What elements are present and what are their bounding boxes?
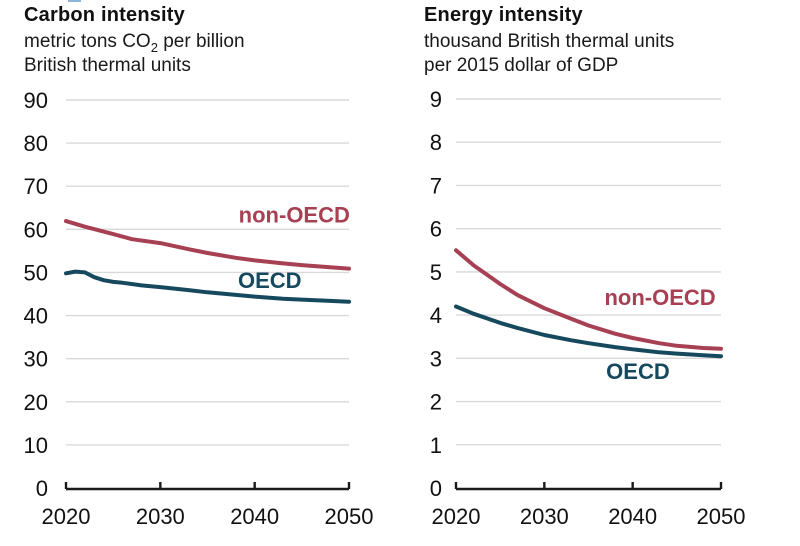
- carbon-intensity-chart: Carbon intensity metric tons CO2 per bil…: [24, 4, 374, 529]
- series-line-oecd: [454, 304, 723, 359]
- x-tick-label: 2020: [432, 504, 481, 529]
- chart-title: Carbon intensity: [24, 4, 185, 26]
- y-tick-label: 9: [430, 87, 442, 112]
- subtitle-line1: thousand British thermal units: [424, 31, 675, 52]
- y-tick-label: 1: [430, 433, 442, 458]
- x-tick-label: 2020: [42, 504, 91, 529]
- y-tick-label: 2: [430, 390, 442, 415]
- y-tick-label: 3: [430, 346, 442, 371]
- y-tick-label: 30: [24, 347, 48, 372]
- energy-intensity-chart: Energy intensity thousand British therma…: [400, 0, 800, 546]
- energy-intensity-plot: 0 1 2 3 4 5 6 7 8 9 2020 2030 2040 2050 non-OECD OECD: [430, 87, 746, 529]
- chart-subtitle: metric tons CO2 per billion British therm…: [24, 30, 245, 78]
- series-label-oecd: OECD: [238, 268, 302, 293]
- y-tick-label: 10: [24, 433, 48, 458]
- chart-subtitle: thousand British thermal units per 2015 d…: [424, 30, 674, 78]
- y-tick-label: 20: [24, 390, 48, 415]
- y-tick-label: 90: [24, 88, 48, 113]
- x-tick-label: 2050: [325, 504, 374, 529]
- y-tick-label: 6: [430, 217, 442, 242]
- y-tick-label: 80: [24, 131, 48, 156]
- series-label-non-oecd: non-OECD: [239, 203, 350, 228]
- y-tick-label: 4: [430, 303, 442, 328]
- y-tick-label: 5: [430, 260, 442, 285]
- y-tick-label: 70: [24, 174, 48, 199]
- y-tick-label: 50: [24, 260, 48, 285]
- subtitle-line1: metric tons CO2 per billion: [24, 31, 245, 55]
- subtitle-line2: British thermal units: [24, 55, 191, 76]
- x-tick-label: 2040: [230, 504, 279, 529]
- series-label-oecd: OECD: [606, 359, 670, 384]
- y-tick-label: 40: [24, 304, 48, 329]
- series-line-non-oecd: [454, 248, 723, 351]
- co2-subscript: 2: [150, 39, 158, 55]
- y-tick-label: 8: [430, 130, 442, 155]
- y-tick-label: 0: [36, 476, 48, 501]
- subtitle-line2: per 2015 dollar of GDP: [424, 55, 619, 76]
- y-tick-label: 60: [24, 217, 48, 242]
- series-line-non-oecd: [64, 219, 351, 271]
- y-tick-label: 0: [430, 476, 442, 501]
- series-line-oecd: [64, 269, 351, 304]
- y-tick-label: 7: [430, 173, 442, 198]
- x-tick-label: 2050: [697, 504, 746, 529]
- x-tick-label: 2030: [520, 504, 569, 529]
- x-tick-label: 2030: [136, 504, 185, 529]
- series-label-non-oecd: non-OECD: [604, 285, 715, 310]
- chart-title: Energy intensity: [424, 4, 583, 26]
- x-tick-label: 2040: [608, 504, 657, 529]
- top-edge-artifact: [68, 0, 81, 2]
